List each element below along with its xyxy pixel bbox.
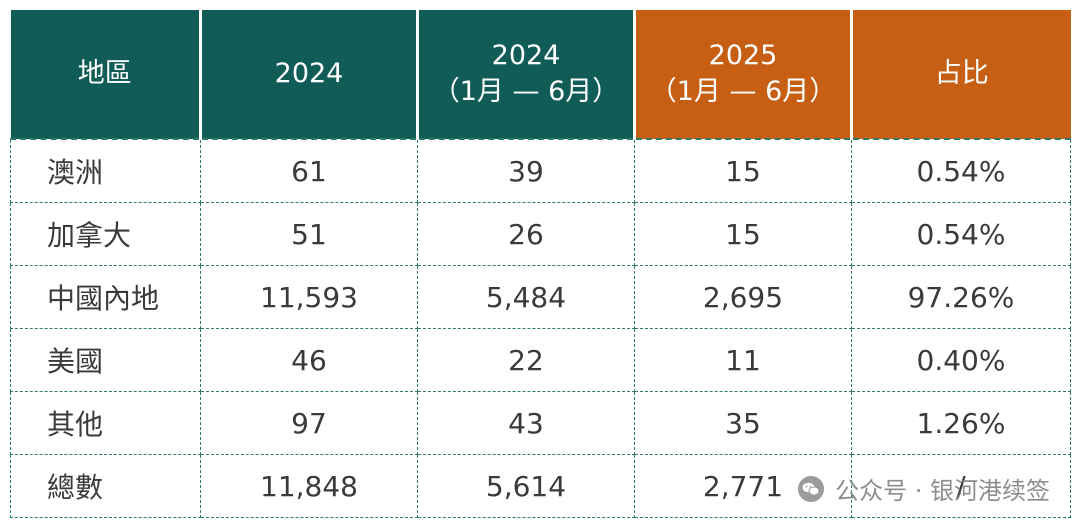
cell-2024-h1: 22 — [417, 328, 635, 392]
header-share: 占比 — [850, 10, 1071, 139]
cell-2024: 11,848 — [200, 454, 418, 518]
cell-2025-h1: 15 — [634, 138, 852, 203]
cell-2024: 46 — [200, 328, 418, 392]
cell-region: 美國 — [10, 328, 201, 392]
header-2024-h1: 2024 （1月 — 6月） — [416, 10, 636, 139]
table-row: 加拿大 51 26 15 0.54% — [10, 202, 1071, 266]
cell-region: 總數 — [10, 454, 201, 518]
cell-share: 0.54% — [851, 138, 1071, 203]
region-statistics-table: 地區 2024 2024 （1月 — 6月） 2025 （1月 — 6月） 占比 — [10, 10, 1071, 518]
table-row: 其他 97 43 35 1.26% — [10, 391, 1071, 455]
cell-2025-h1: 2,771 — [634, 454, 852, 518]
cell-region: 中國內地 — [10, 265, 201, 329]
cell-2025-h1: 35 — [634, 391, 852, 455]
header-2024-h1-year: 2024 — [491, 40, 561, 71]
cell-2024-h1: 26 — [417, 202, 635, 266]
cell-region: 其他 — [10, 391, 201, 455]
header-2025-h1-year: 2025 — [708, 40, 778, 71]
table-row: 澳洲 61 39 15 0.54% — [10, 138, 1071, 203]
cell-share: / — [851, 454, 1071, 518]
table-row: 美國 46 22 11 0.40% — [10, 328, 1071, 392]
cell-2024: 11,593 — [200, 265, 418, 329]
cell-2024-h1: 43 — [417, 391, 635, 455]
header-region-label: 地區 — [77, 58, 132, 89]
table-header-row: 地區 2024 2024 （1月 — 6月） 2025 （1月 — 6月） 占比 — [10, 10, 1071, 139]
cell-2025-h1: 11 — [634, 328, 852, 392]
cell-2025-h1: 2,695 — [634, 265, 852, 329]
data-table-container: 地區 2024 2024 （1月 — 6月） 2025 （1月 — 6月） 占比 — [10, 10, 1071, 518]
cell-2024-h1: 39 — [417, 138, 635, 203]
cell-2024: 61 — [200, 138, 418, 203]
cell-2024-h1: 5,614 — [417, 454, 635, 518]
cell-share: 1.26% — [851, 391, 1071, 455]
cell-region: 澳洲 — [10, 138, 201, 203]
header-2024-label: 2024 — [274, 58, 344, 89]
header-share-label: 占比 — [934, 58, 989, 89]
table-row: 中國內地 11,593 5,484 2,695 97.26% — [10, 265, 1071, 329]
header-2024: 2024 — [199, 10, 419, 139]
cell-2025-h1: 15 — [634, 202, 852, 266]
header-2025-h1-period: （1月 — 6月） — [649, 76, 837, 107]
table-row-total: 總數 11,848 5,614 2,771 / — [10, 454, 1071, 518]
header-region: 地區 — [10, 10, 202, 139]
header-2024-h1-period: （1月 — 6月） — [432, 76, 620, 107]
cell-share: 97.26% — [851, 265, 1071, 329]
cell-2024: 51 — [200, 202, 418, 266]
cell-2024: 97 — [200, 391, 418, 455]
cell-2024-h1: 5,484 — [417, 265, 635, 329]
cell-region: 加拿大 — [10, 202, 201, 266]
cell-share: 0.54% — [851, 202, 1071, 266]
cell-share: 0.40% — [851, 328, 1071, 392]
header-2025-h1: 2025 （1月 — 6月） — [633, 10, 853, 139]
